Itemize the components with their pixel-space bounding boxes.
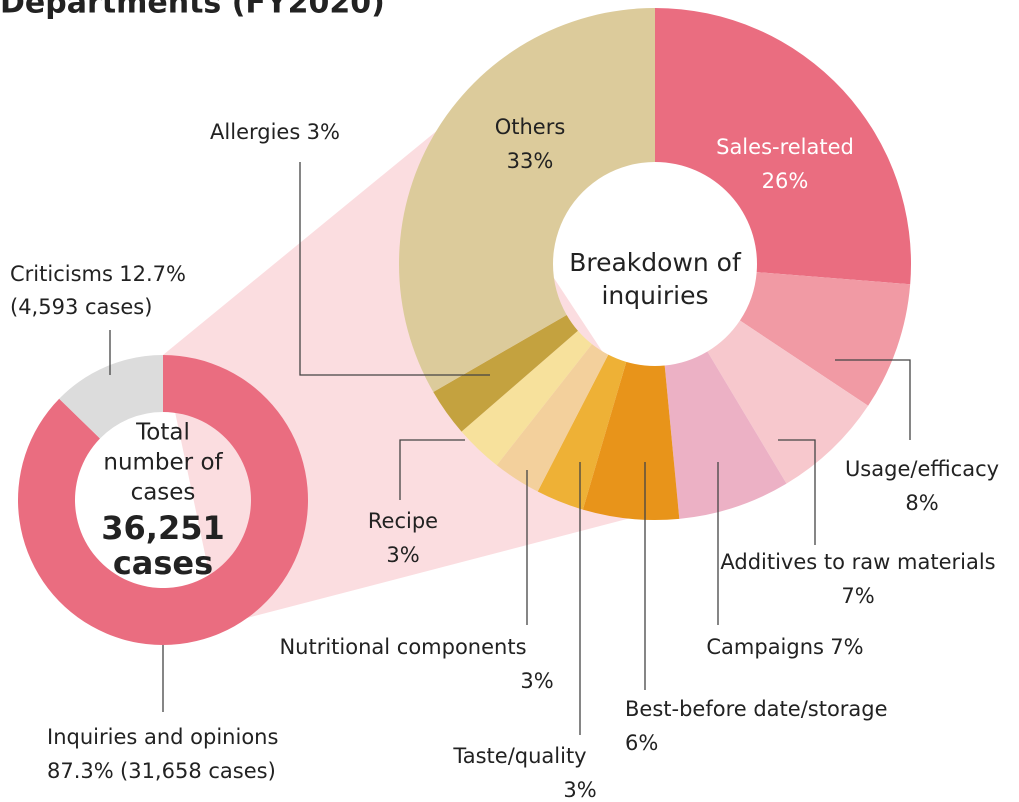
label-part: Allergies [210, 120, 300, 144]
center-label: Total [135, 420, 190, 446]
label-part: (4,593 cases) [10, 295, 152, 319]
label-part: 6% [625, 731, 658, 755]
label-part: 87.3% [47, 759, 114, 783]
label-part: Taste/quality [452, 744, 586, 768]
leader [399, 439, 465, 500]
donut-segment [655, 8, 911, 285]
label: 6% [625, 731, 658, 755]
label-part: Additives to raw materials [720, 550, 995, 574]
label: Usage/efficacy [845, 457, 999, 481]
label-part: Inquiries and opinions [47, 725, 278, 749]
donut-segment [664, 351, 787, 519]
label-part: 3% [307, 120, 340, 144]
chart-title: Departments (FY2020) [0, 0, 385, 21]
label: Best-before date/storage [625, 697, 888, 721]
donut-segment [433, 315, 578, 432]
center-label: cases [131, 480, 196, 506]
total-unit: cases [113, 544, 213, 582]
donut-segment [399, 8, 655, 392]
label: Sales-related [716, 135, 854, 159]
label: 26% [762, 169, 809, 193]
label: Recipe [368, 509, 438, 533]
donut-segment [537, 354, 627, 510]
label-part: Recipe [368, 509, 438, 533]
label: 3% [520, 669, 553, 693]
label-part: Nutritional components [279, 635, 526, 659]
label: Campaigns 7% [706, 635, 863, 659]
leader [299, 162, 490, 376]
label-part: 3% [520, 669, 553, 693]
label: Taste/quality [452, 744, 586, 768]
donut-segment [59, 355, 163, 439]
label-part: 3% [563, 778, 596, 802]
label-part: Best-before date/storage [625, 697, 888, 721]
center-label: Breakdown of [569, 248, 742, 277]
label: 3% [563, 778, 596, 802]
label: Others [495, 115, 566, 139]
donut-segment [461, 330, 592, 466]
donut-segment [496, 344, 609, 492]
label: Additives to raw materials [720, 550, 995, 574]
label-part: 33% [507, 149, 554, 173]
label-part: Others [495, 115, 566, 139]
donut-segment [18, 355, 309, 645]
label: 3% [386, 543, 419, 567]
leader [835, 359, 911, 440]
total-value: 36,251 [101, 509, 224, 547]
label-part: 3% [386, 543, 419, 567]
center-label: number of [103, 450, 223, 476]
label: (4,593 cases) [10, 295, 152, 319]
leader-lines [109, 162, 911, 735]
label: Criticisms 12.7% [10, 262, 186, 286]
label-part: 8% [905, 491, 938, 515]
center-label: inquiries [601, 281, 708, 310]
label-part: 12.7% [119, 262, 186, 286]
donut-segment [739, 272, 911, 406]
label: Allergies 3% [210, 120, 340, 144]
label-part: Criticisms [10, 262, 113, 286]
label: 33% [507, 149, 554, 173]
label-part: 7% [841, 584, 874, 608]
label: Inquiries and opinions [47, 725, 278, 749]
label-part: (31,658 cases) [120, 759, 276, 783]
label-part: Campaigns [706, 635, 824, 659]
label: Nutritional components [279, 635, 526, 659]
label: 8% [905, 491, 938, 515]
donut-segment [707, 320, 869, 484]
label-part: Usage/efficacy [845, 457, 999, 481]
leader [778, 439, 816, 545]
label: 87.3% (31,658 cases) [47, 759, 276, 783]
donut-segment [582, 361, 680, 520]
label-part: 26% [762, 169, 809, 193]
label-part: 7% [830, 635, 863, 659]
label: 7% [841, 584, 874, 608]
label-part: Sales-related [716, 135, 854, 159]
